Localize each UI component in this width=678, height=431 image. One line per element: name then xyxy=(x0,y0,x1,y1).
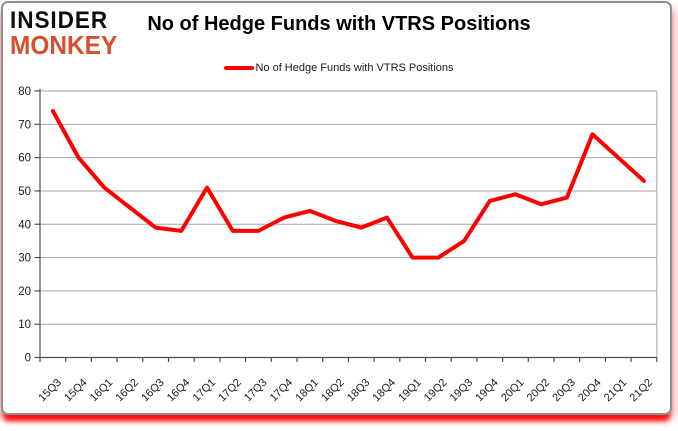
chart-title: No of Hedge Funds with VTRS Positions xyxy=(147,13,531,35)
insider-monkey-logo: INSIDER MONKEY xyxy=(10,7,118,60)
x-axis-label: 18Q3 xyxy=(345,377,373,405)
x-axis-label: 16Q3 xyxy=(139,377,167,405)
x-axis-label: 17Q3 xyxy=(242,377,270,405)
y-axis-label: 60 xyxy=(18,153,31,165)
x-axis-label: 15Q3 xyxy=(36,377,64,405)
series-line-hedge-funds xyxy=(50,109,646,260)
x-axis-label: 16Q2 xyxy=(114,377,142,405)
x-axis-label: 19Q1 xyxy=(396,377,424,405)
x-axis-label: 21Q1 xyxy=(602,377,630,405)
y-axis-label: 50 xyxy=(18,186,31,198)
chart-legend: No of Hedge Funds with VTRS Positions xyxy=(0,57,678,75)
x-axis-label: 17Q4 xyxy=(268,377,296,405)
x-axis-label: 20Q2 xyxy=(525,377,553,405)
x-axis-label: 16Q1 xyxy=(88,377,116,405)
x-axis-label: 18Q4 xyxy=(371,377,399,405)
x-axis-label: 18Q1 xyxy=(293,377,321,405)
y-axis-label: 20 xyxy=(18,286,31,298)
legend-line-swatch xyxy=(224,66,255,70)
x-axis-label: 19Q2 xyxy=(422,377,450,405)
y-axis-label: 70 xyxy=(18,119,31,131)
x-axis-label: 19Q3 xyxy=(448,377,476,405)
x-axis-label: 19Q4 xyxy=(473,377,501,405)
x-axis-label: 17Q2 xyxy=(216,377,244,405)
x-axis-label: 20Q3 xyxy=(550,377,578,405)
legend-label: No of Hedge Funds with VTRS Positions xyxy=(255,62,454,74)
y-axis-label: 10 xyxy=(18,319,31,331)
y-axis-label: 40 xyxy=(18,219,31,231)
y-axis-label: 80 xyxy=(18,86,31,98)
x-axis-label: 18Q2 xyxy=(319,377,347,405)
x-axis-label: 20Q4 xyxy=(576,377,604,405)
logo-insider-text: INSIDER xyxy=(10,7,109,34)
x-axis-label: 15Q4 xyxy=(62,377,90,405)
y-axis-label: 30 xyxy=(18,253,31,265)
x-axis-label: 20Q1 xyxy=(499,377,527,405)
logo-monkey-text: MONKEY xyxy=(10,30,118,60)
x-axis-label: 21Q2 xyxy=(628,377,656,405)
x-axis-label: 16Q4 xyxy=(165,377,193,405)
card-frame xyxy=(1,1,672,415)
x-axis-label: 17Q1 xyxy=(191,377,219,405)
y-axis-label: 0 xyxy=(25,353,31,365)
